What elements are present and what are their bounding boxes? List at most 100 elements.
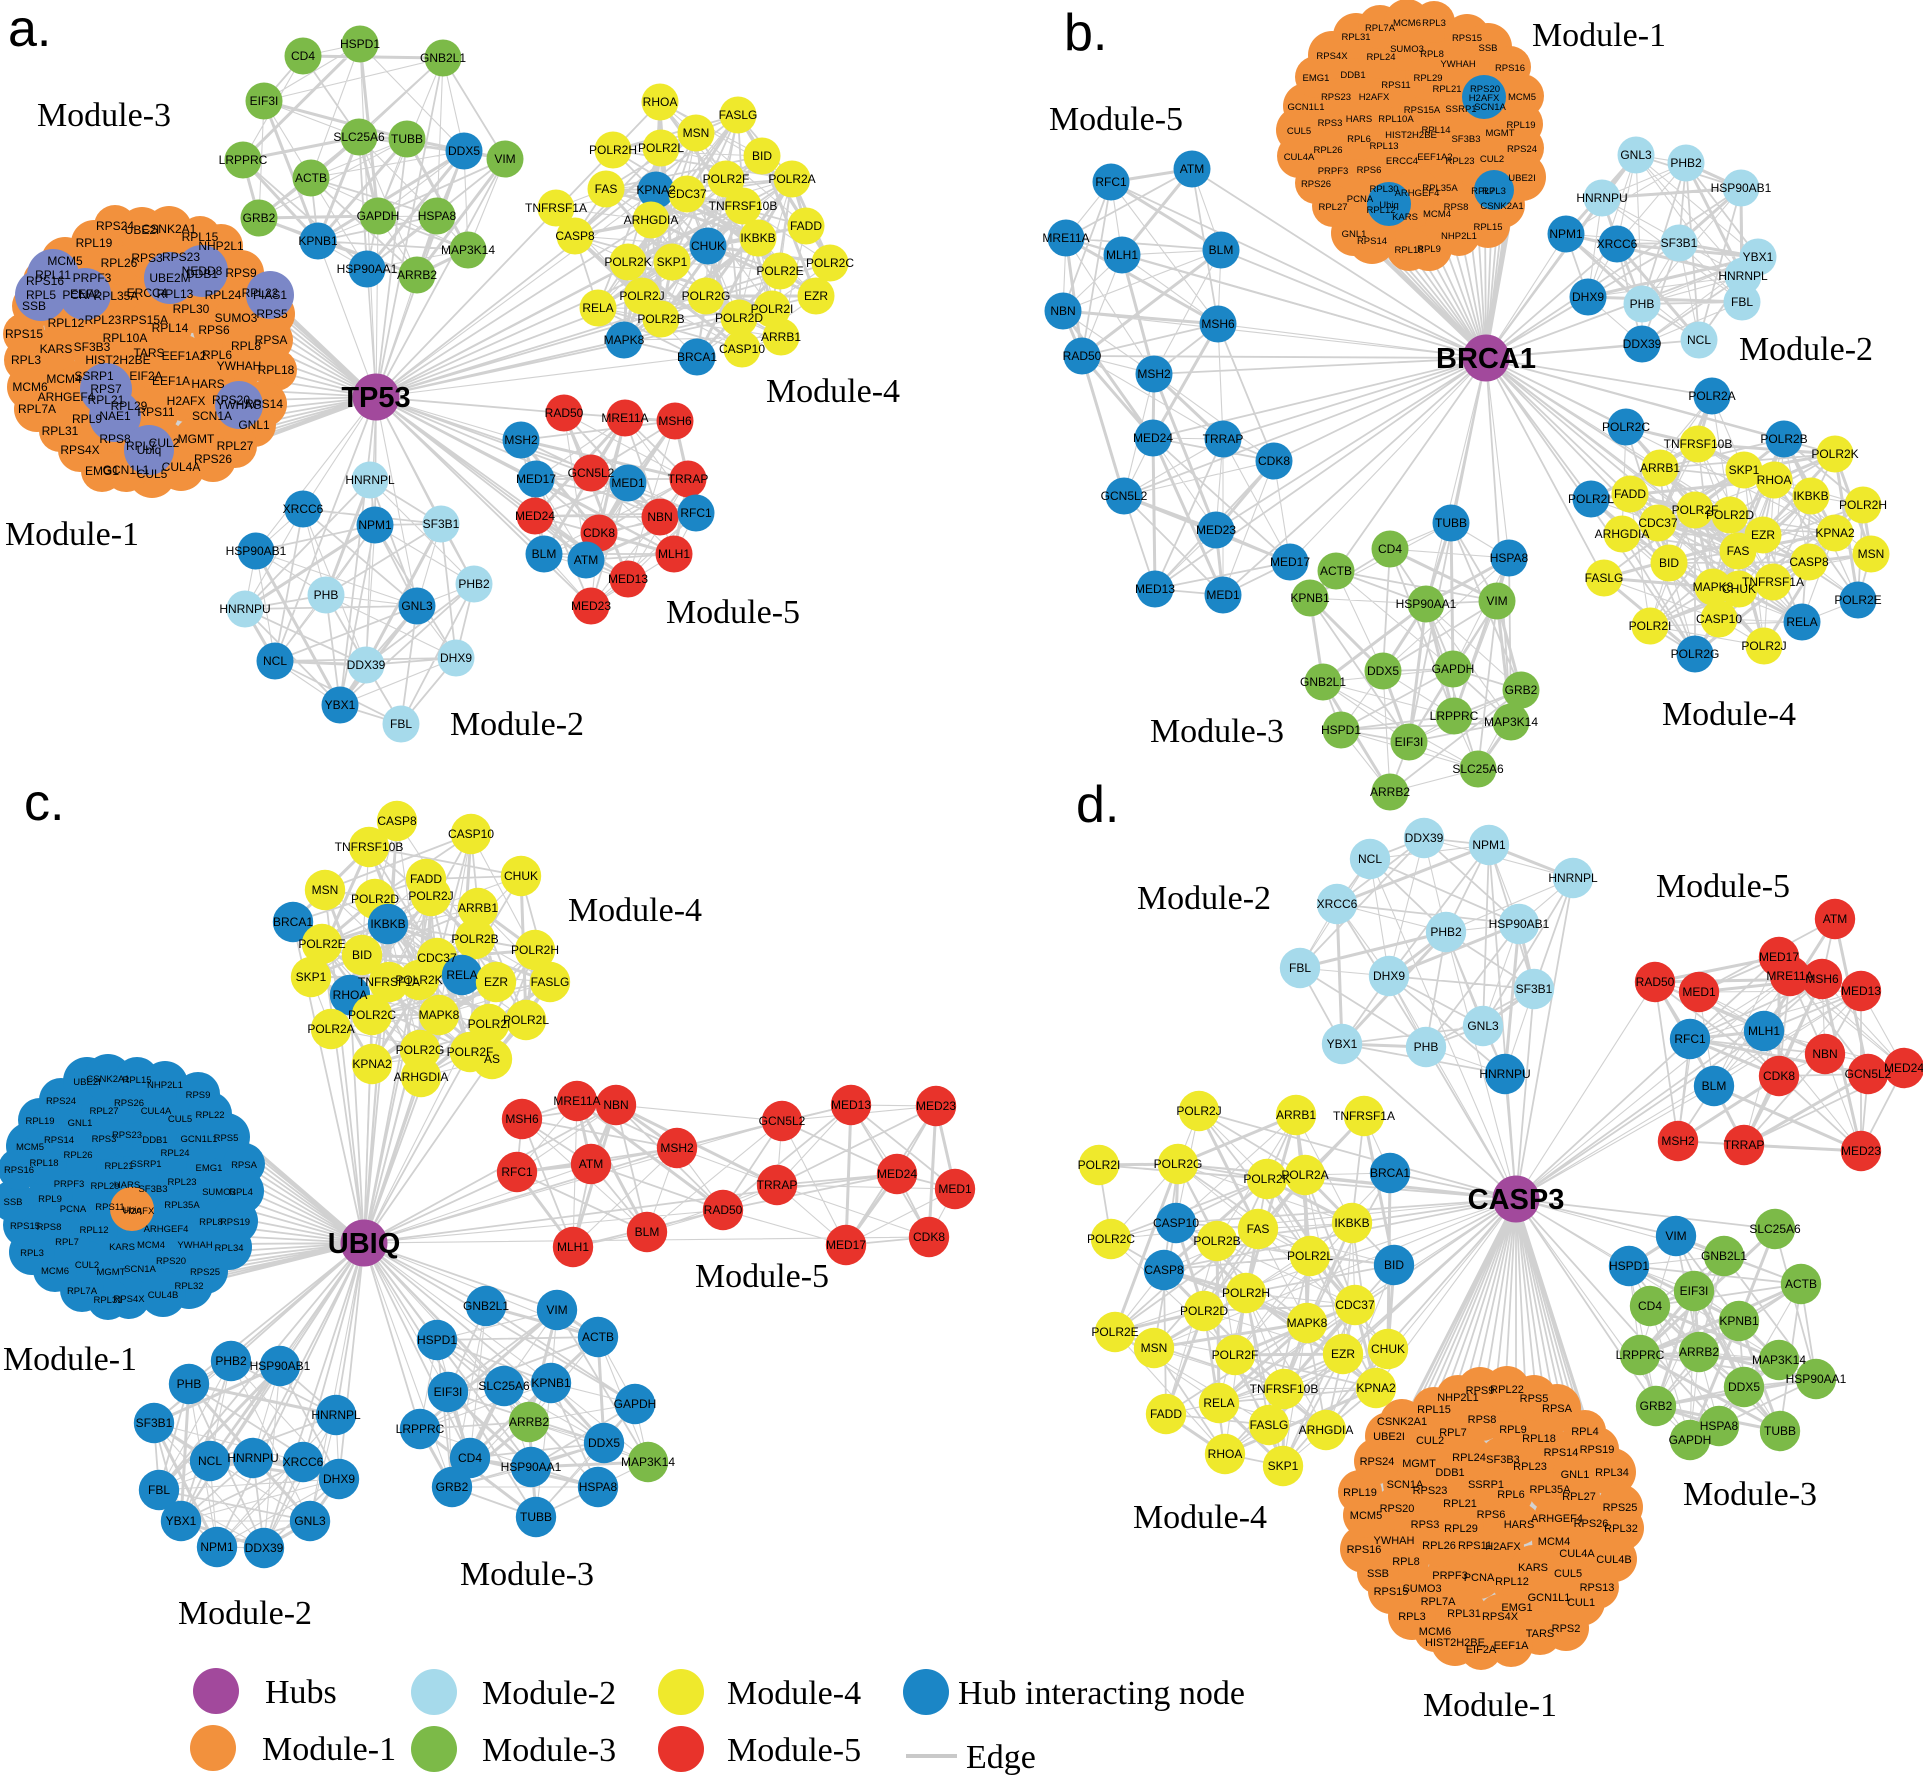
svg-text:DHX9: DHX9 [440, 651, 472, 665]
svg-text:EZR: EZR [484, 975, 508, 989]
svg-text:KARS: KARS [1518, 1562, 1548, 1574]
svg-text:RPS3: RPS3 [1411, 1519, 1440, 1531]
svg-text:SLC25A6: SLC25A6 [1749, 1222, 1801, 1236]
svg-text:CDK8: CDK8 [1763, 1069, 1795, 1083]
svg-text:SF3B3: SF3B3 [138, 1184, 167, 1195]
svg-text:RPL14: RPL14 [152, 321, 189, 335]
svg-text:MED1: MED1 [938, 1182, 972, 1196]
svg-text:KARS: KARS [109, 1242, 135, 1253]
svg-text:RPS11: RPS11 [1381, 80, 1410, 91]
svg-text:ARRB1: ARRB1 [761, 330, 801, 344]
svg-text:PHB2: PHB2 [1430, 925, 1462, 939]
svg-text:HARS: HARS [191, 377, 224, 391]
svg-text:HSPD1: HSPD1 [340, 37, 380, 51]
svg-text:POLR2E: POLR2E [298, 937, 345, 951]
svg-text:RPL22: RPL22 [242, 286, 279, 300]
svg-text:XRCC6: XRCC6 [283, 1455, 324, 1469]
svg-text:KPNA2: KPNA2 [1815, 526, 1855, 540]
svg-text:MSH6: MSH6 [658, 414, 692, 428]
svg-text:GRB2: GRB2 [1505, 683, 1538, 697]
svg-text:SSRP1: SSRP1 [1468, 1479, 1504, 1491]
svg-text:RPL7A: RPL7A [1421, 1596, 1457, 1608]
svg-text:Module-5: Module-5 [1049, 101, 1183, 138]
svg-text:RPL26: RPL26 [101, 256, 138, 270]
svg-text:HSPA8: HSPA8 [1700, 1419, 1739, 1433]
svg-text:MGMT: MGMT [96, 1267, 125, 1278]
svg-text:CUL4B: CUL4B [148, 1290, 179, 1301]
svg-text:IKBKB: IKBKB [1793, 489, 1828, 503]
svg-text:KPNA2: KPNA2 [1356, 1381, 1396, 1395]
svg-text:MAPK8: MAPK8 [1693, 580, 1734, 594]
svg-text:XRCC6: XRCC6 [1597, 237, 1638, 251]
svg-text:RPS24: RPS24 [46, 1096, 76, 1107]
svg-text:MED23: MED23 [1196, 523, 1236, 537]
svg-text:POLR2G: POLR2G [682, 289, 731, 303]
svg-text:POLR2I: POLR2I [468, 1017, 511, 1031]
svg-text:CHUK: CHUK [1722, 582, 1756, 596]
svg-text:GNB2L1: GNB2L1 [1300, 675, 1346, 689]
svg-text:Module-5: Module-5 [727, 1732, 861, 1769]
svg-text:HSPA8: HSPA8 [1490, 551, 1529, 565]
svg-text:RELA: RELA [1203, 1396, 1234, 1410]
svg-text:Module-3: Module-3 [1150, 713, 1284, 750]
svg-text:RPL4: RPL4 [1571, 1426, 1599, 1438]
svg-text:RPL7: RPL7 [126, 439, 156, 453]
svg-text:Module-3: Module-3 [37, 97, 171, 134]
svg-text:BID: BID [1384, 1258, 1404, 1272]
svg-text:RPS8: RPS8 [99, 432, 131, 446]
svg-text:Module-3: Module-3 [1683, 1476, 1817, 1513]
svg-text:POLR2J: POLR2J [619, 289, 664, 303]
svg-text:CUL4A: CUL4A [162, 460, 201, 474]
svg-text:MLH1: MLH1 [557, 1240, 589, 1254]
svg-text:POLR2H: POLR2H [1839, 498, 1887, 512]
svg-text:FADD: FADD [1614, 487, 1646, 501]
svg-text:RPS16: RPS16 [4, 1165, 34, 1176]
svg-text:ARRB1: ARRB1 [1640, 461, 1680, 475]
svg-text:SUMO3: SUMO3 [1390, 44, 1424, 55]
svg-text:IKBKB: IKBKB [740, 231, 775, 245]
svg-text:RPS7: RPS7 [90, 382, 122, 396]
svg-text:ARHGEF4: ARHGEF4 [1531, 1513, 1583, 1525]
svg-text:H2AFX: H2AFX [1485, 1541, 1521, 1553]
svg-text:MAPK8: MAPK8 [604, 333, 645, 347]
svg-text:GCN5L2: GCN5L2 [568, 466, 615, 480]
svg-text:PHB: PHB [1630, 297, 1655, 311]
svg-text:RPSA: RPSA [1542, 1403, 1573, 1415]
svg-text:CASP3: CASP3 [1468, 1184, 1565, 1216]
svg-text:MSH2: MSH2 [660, 1141, 694, 1155]
svg-text:RPL32: RPL32 [1604, 1523, 1638, 1535]
svg-text:RPS5: RPS5 [1520, 1393, 1549, 1405]
svg-text:RPS8: RPS8 [1444, 202, 1469, 213]
svg-text:EEF1A: EEF1A [152, 374, 190, 388]
svg-text:Hub interacting node: Hub interacting node [958, 1675, 1245, 1712]
svg-text:MED24: MED24 [877, 1167, 917, 1181]
svg-text:CDC37: CDC37 [667, 187, 707, 201]
svg-text:MCM5: MCM5 [1350, 1510, 1382, 1522]
svg-text:RPL31: RPL31 [42, 424, 79, 438]
svg-text:GNL1: GNL1 [68, 1118, 93, 1129]
svg-text:ARHGDIA: ARHGDIA [394, 1070, 449, 1084]
svg-text:GNB2L1: GNB2L1 [463, 1299, 509, 1313]
svg-text:POLR2K: POLR2K [1243, 1172, 1290, 1186]
svg-text:RPL15: RPL15 [1417, 1404, 1451, 1416]
svg-text:RPS9: RPS9 [225, 266, 257, 280]
svg-text:SF3B1: SF3B1 [136, 1416, 173, 1430]
svg-text:TP53: TP53 [341, 382, 410, 414]
svg-text:NCL: NCL [198, 1454, 222, 1468]
svg-text:CSNK2A1: CSNK2A1 [142, 222, 197, 236]
svg-text:XRCC6: XRCC6 [1317, 897, 1358, 911]
svg-text:RPL15: RPL15 [182, 230, 219, 244]
svg-text:RPL3: RPL3 [20, 1248, 44, 1259]
svg-text:POLR2D: POLR2D [1180, 1304, 1228, 1318]
svg-text:RAD50: RAD50 [545, 406, 584, 420]
svg-text:RELA: RELA [582, 301, 613, 315]
svg-text:RPL30: RPL30 [173, 302, 210, 316]
svg-text:BLM: BLM [635, 1225, 660, 1239]
svg-text:RHOA: RHOA [1757, 473, 1792, 487]
svg-text:NEDD8: NEDD8 [182, 264, 223, 278]
svg-text:DDB1: DDB1 [1435, 1467, 1464, 1479]
svg-text:NBN: NBN [603, 1098, 628, 1112]
svg-text:RPL35A: RPL35A [164, 1200, 200, 1211]
svg-text:RPS9: RPS9 [186, 1090, 211, 1101]
svg-text:CUL4B: CUL4B [1596, 1554, 1631, 1566]
